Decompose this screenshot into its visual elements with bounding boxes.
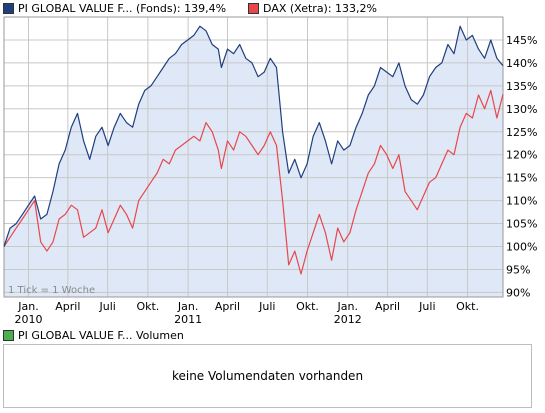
x-year-label: 2011 — [174, 313, 202, 326]
y-tick-label: 100% — [506, 241, 537, 254]
x-tick-label: Jan. — [177, 300, 198, 313]
volume-legend-swatch — [3, 329, 14, 341]
x-tick-label: Okt. — [296, 300, 319, 313]
volume-legend: PI GLOBAL VALUE F... Volumen — [3, 328, 184, 342]
x-tick-label: Okt. — [456, 300, 479, 313]
x-tick-label: Okt. — [136, 300, 159, 313]
price-chart: 90% 95% 100% 105% 110% 115% 120% 125% 130% 135% 14… — [3, 16, 537, 326]
y-tick-label: 120% — [506, 149, 537, 162]
y-tick-label: 140% — [506, 57, 537, 70]
dax-legend-label: DAX (Xetra): 133,2% — [263, 1, 377, 15]
x-year-label: 2012 — [334, 313, 362, 326]
x-tick-label: April — [55, 300, 80, 313]
dax-legend-swatch — [248, 2, 260, 14]
y-tick-label: 115% — [506, 172, 537, 185]
plot-border — [3, 16, 504, 298]
x-tick-label: Juli — [258, 300, 275, 313]
x-tick-label: Juli — [418, 300, 435, 313]
y-tick-label: 90% — [506, 286, 530, 299]
y-tick-label: 125% — [506, 126, 537, 139]
fund-series-line — [3, 25, 504, 247]
y-tick-label: 95% — [506, 263, 530, 276]
x-tick-label: Jan. — [17, 300, 38, 313]
y-tick-label: 130% — [506, 103, 537, 116]
y-tick-label: 145% — [506, 34, 537, 47]
fund-legend-label: PI GLOBAL VALUE F... (Fonds): 139,4% — [18, 1, 227, 15]
x-tick-label: April — [215, 300, 240, 313]
dax-series-line — [3, 89, 504, 275]
fund-area — [4, 26, 503, 297]
chart-legend: PI GLOBAL VALUE F... (Fonds): 139,4% DAX… — [3, 1, 399, 15]
x-tick-label: Juli — [98, 300, 115, 313]
x-year-label: 2010 — [14, 313, 42, 326]
volume-panel: keine Volumendaten vorhanden — [3, 344, 532, 408]
y-tick-label: 135% — [506, 80, 537, 93]
volume-empty-message: keine Volumendaten vorhanden — [171, 369, 364, 383]
x-tick-label: Jan. — [337, 300, 358, 313]
y-tick-label: 110% — [506, 195, 537, 208]
y-tick-label: 105% — [506, 218, 537, 231]
fund-legend-swatch — [3, 2, 14, 14]
volume-legend-label: PI GLOBAL VALUE F... Volumen — [18, 328, 184, 342]
tick-note: 1 Tick = 1 Woche — [8, 285, 95, 296]
x-tick-label: April — [375, 300, 400, 313]
